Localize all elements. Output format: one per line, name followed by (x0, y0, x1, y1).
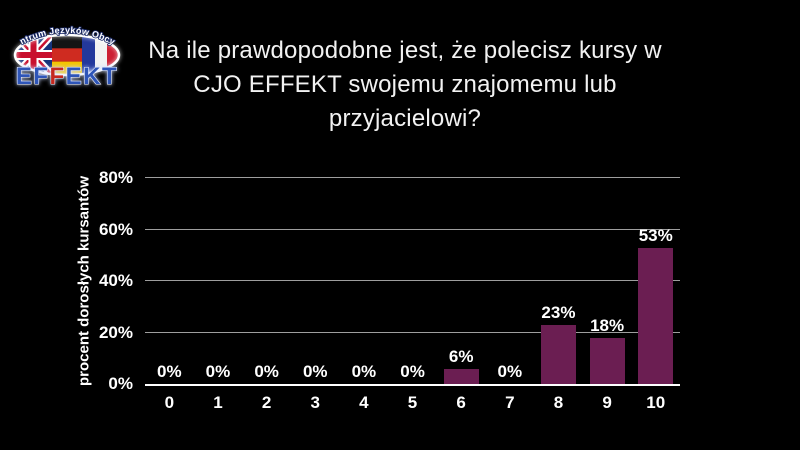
bar-slot-5: 0% (388, 178, 437, 384)
bar-value-label: 0% (254, 362, 279, 381)
bar-value-label: 53% (638, 225, 673, 245)
bar-slot-3: 0% (291, 178, 340, 384)
x-tick-label: 6 (456, 393, 466, 412)
bar-slot-8: 23% (534, 178, 583, 384)
bars: 0% 0% 0% 0% 0% 0% 6% 0% 23% 18% 53% (145, 178, 680, 384)
bar-slot-7: 0% (485, 178, 534, 384)
y-tick-label: 40% (98, 271, 133, 290)
bar-slot-4: 0% (340, 178, 389, 384)
x-tick-label: 4 (359, 393, 369, 412)
y-axis-title: procent dorosłych kursantów (75, 175, 93, 387)
effekt-logo: Centrum Języków Obcych EFFEKT (5, 18, 135, 110)
x-tick-label: 0 (164, 393, 175, 412)
logo-brand: EFFEKT (16, 63, 118, 90)
y-tick-label: 0% (108, 374, 133, 393)
bar-8 (540, 324, 576, 384)
plot-area: 0% 0% 0% 0% 0% 0% 6% 0% 23% 18% 53% 0% 20% 40% 60% 80% (99, 168, 680, 393)
x-tick-label: 8 (553, 393, 564, 412)
x-tick-label: 9 (602, 393, 612, 412)
bar-slot-1: 0% (194, 178, 243, 384)
gridline-60% (145, 228, 680, 230)
x-tick-label: 7 (505, 393, 515, 412)
bar-slot-2: 0% (242, 178, 291, 384)
gridline-20% (145, 331, 680, 333)
x-tick-label: 5 (407, 393, 418, 412)
bar-value-label: 0% (205, 362, 231, 381)
x-tick-label: 1 (213, 393, 223, 412)
bar-value-label: 0% (400, 362, 425, 381)
bar-value-label: 0% (497, 362, 523, 381)
bar-value-label: 18% (590, 315, 625, 335)
bar-value-label: 0% (302, 362, 328, 381)
gridline-80% (145, 177, 680, 178)
bar-slot-9: 18% (583, 178, 632, 384)
effekt-logo-graphic: Centrum Języków Obcych EFFEKT (5, 18, 121, 91)
y-tick-label: 60% (98, 219, 133, 239)
y-tick-label: 20% (98, 322, 133, 342)
gridline-40% (145, 280, 680, 281)
x-tick-label: 3 (310, 393, 320, 412)
logo-oval-border (13, 33, 121, 77)
bar-slot-6: 6% (437, 178, 486, 384)
bar-6 (443, 368, 479, 384)
bar-slot-0: 0% (145, 178, 194, 384)
bar-slot-10: 53% (631, 178, 680, 384)
logo-brand-part: EF (16, 63, 50, 90)
bar-9 (589, 337, 625, 384)
bar-value-label: 23% (541, 302, 576, 322)
bar-value-label: 0% (157, 362, 182, 381)
slide-title: Na ile prawdopodobne jest, że polecisz k… (148, 37, 662, 132)
logo-brand-part-accent: F (50, 63, 66, 90)
y-tick-label: 80% (98, 168, 133, 187)
logo-brand-part: EKT (66, 63, 119, 90)
x-tick-label: 2 (261, 393, 272, 412)
bar-value-label: 0% (351, 362, 377, 381)
bar-10 (638, 247, 674, 384)
bar-value-label: 6% (448, 346, 474, 366)
x-axis-labels: 0 1 2 3 4 5 6 7 8 9 10 (145, 393, 680, 413)
x-tick-label: 10 (646, 393, 666, 412)
